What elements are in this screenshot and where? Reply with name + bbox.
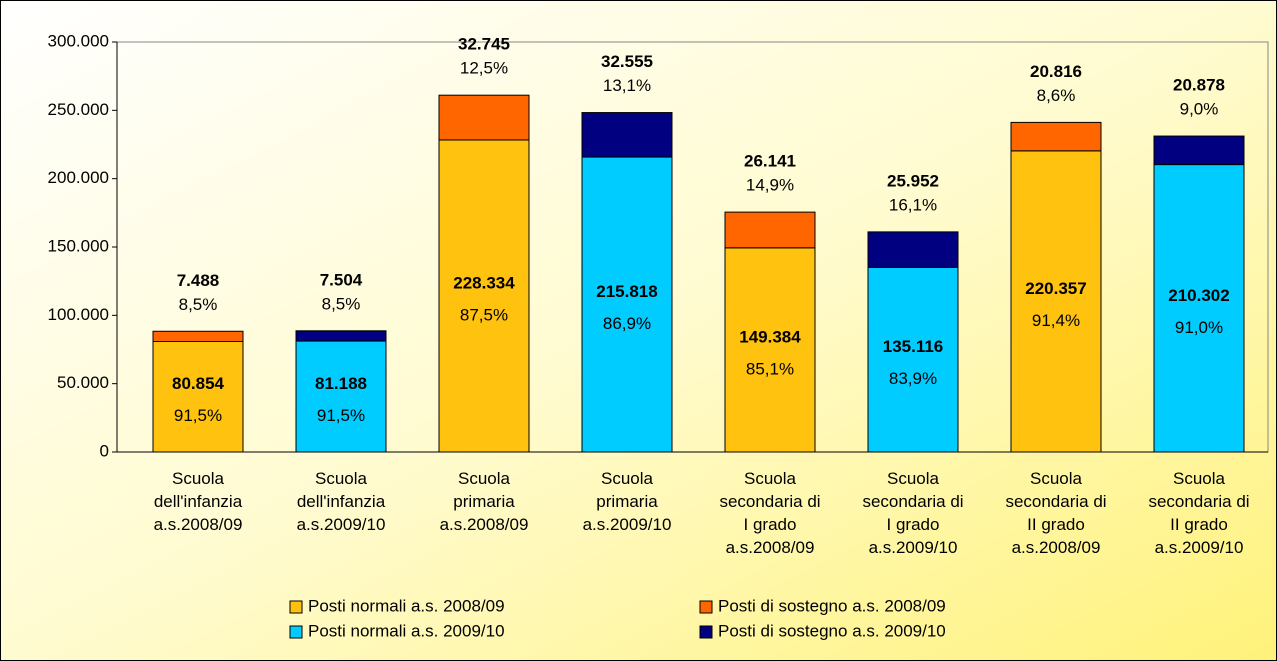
value-label: 25.952: [887, 171, 939, 190]
bar-segment: [867, 266, 959, 453]
x-tick-label: Scuola secondaria di II grado a.s.2009/10: [1148, 469, 1249, 557]
percent-label: 13,1%: [603, 76, 651, 95]
percent-label: 8,5%: [322, 294, 361, 313]
percent-label: 83,9%: [889, 369, 937, 388]
value-label: 20.878: [1173, 76, 1225, 95]
bar-segment: [1153, 135, 1245, 166]
percent-label: 86,9%: [603, 314, 651, 333]
bar-segment: [152, 330, 244, 342]
x-tick-label: Scuola secondaria di I grado a.s.2009/10: [862, 469, 963, 557]
bar-segment: [724, 247, 816, 453]
x-tick-label: Scuola dell'infanzia a.s.2009/10: [297, 469, 386, 534]
y-tick-label: 150.000: [48, 236, 109, 255]
value-label: 7.504: [320, 270, 363, 289]
legend-label: Posti di sostegno a.s. 2009/10: [718, 621, 946, 640]
bar-segment: [581, 156, 673, 453]
percent-label: 8,5%: [179, 295, 218, 314]
y-tick-label: 100.000: [48, 305, 109, 324]
x-tick-label: Scuola secondaria di II grado a.s.2008/09: [1005, 469, 1106, 557]
percent-label: 87,5%: [460, 305, 508, 324]
percent-label: 8,6%: [1037, 86, 1076, 105]
value-label: 32.745: [458, 35, 510, 54]
bar-segment: [152, 340, 244, 453]
value-label: 228.334: [453, 273, 515, 292]
bar-segment: [295, 330, 387, 342]
value-label: 20.816: [1030, 62, 1082, 81]
legend-swatch: [699, 600, 713, 614]
legend-label: Posti normali a.s. 2009/10: [308, 621, 505, 640]
bar-segment: [438, 94, 530, 141]
value-label: 81.188: [315, 374, 367, 393]
percent-label: 91,4%: [1032, 311, 1080, 330]
percent-label: 91,5%: [317, 406, 365, 425]
value-label: 32.555: [601, 52, 653, 71]
percent-label: 16,1%: [889, 195, 937, 214]
bar-segment: [581, 112, 673, 158]
legend-swatch: [289, 625, 303, 639]
percent-label: 91,5%: [174, 406, 222, 425]
legend-swatch: [699, 625, 713, 639]
y-tick-label: 300.000: [48, 31, 109, 50]
y-tick-label: 200.000: [48, 168, 109, 187]
percent-label: 14,9%: [746, 176, 794, 195]
bar-segment: [724, 211, 816, 249]
legend-label: Posti di sostegno a.s. 2008/09: [718, 596, 946, 615]
bar-segment: [1010, 150, 1102, 453]
y-tick-label: 50.000: [57, 373, 109, 392]
bar-segment: [295, 340, 387, 453]
x-tick-label: Scuola primaria a.s.2009/10: [583, 469, 672, 534]
bar-segment: [1153, 164, 1245, 453]
value-label: 220.357: [1025, 279, 1086, 298]
percent-label: 12,5%: [460, 59, 508, 78]
bar-segment: [438, 139, 530, 453]
value-label: 80.854: [172, 374, 225, 393]
bar-segment: [867, 231, 959, 268]
x-tick-label: Scuola primaria a.s.2008/09: [440, 469, 529, 534]
percent-label: 91,0%: [1175, 318, 1223, 337]
value-label: 135.116: [883, 337, 944, 356]
percent-label: 85,1%: [746, 359, 794, 378]
value-label: 7.488: [177, 271, 220, 290]
value-label: 210.302: [1168, 286, 1229, 305]
legend-swatch: [289, 600, 303, 614]
y-tick-label: 0: [100, 441, 109, 460]
value-label: 149.384: [739, 327, 801, 346]
value-label: 215.818: [596, 282, 657, 301]
y-tick-label: 250.000: [48, 100, 109, 119]
value-label: 26.141: [744, 152, 796, 171]
x-tick-label: Scuola dell'infanzia a.s.2008/09: [154, 469, 243, 534]
percent-label: 9,0%: [1180, 100, 1219, 119]
x-tick-label: Scuola secondaria di I grado a.s.2008/09: [719, 469, 820, 557]
legend-label: Posti normali a.s. 2008/09: [308, 596, 505, 615]
bar-segment: [1010, 121, 1102, 152]
